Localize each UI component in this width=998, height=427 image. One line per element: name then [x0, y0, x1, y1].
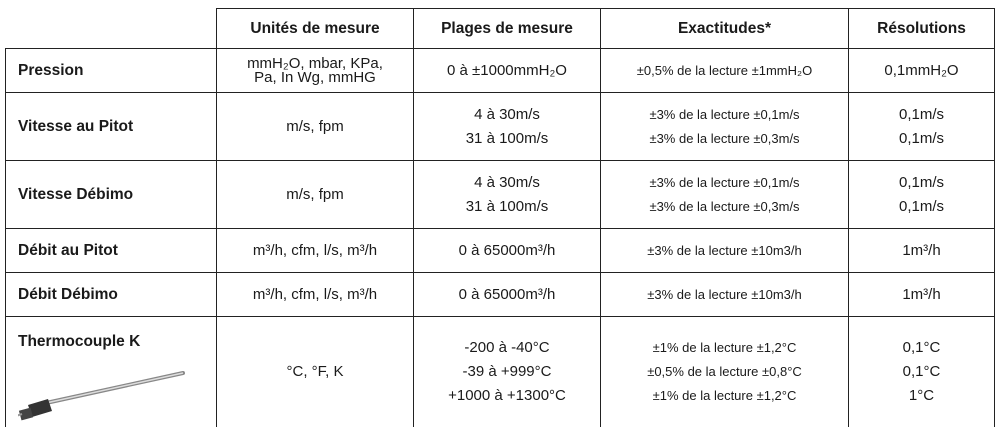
ranges-cell: 0 à ±1000mmH₂O — [414, 49, 601, 93]
ranges-cell: -200 à -40°C-39 à +999°C+1000 à +1300°C — [414, 317, 601, 427]
ranges-cell: 0 à 65000m³/h — [414, 229, 601, 273]
accuracies-text: ±0,5% de la lecture ±0,8°C — [601, 360, 848, 384]
accuracies-text: ±1% de la lecture ±1,2°C — [601, 384, 848, 408]
accuracies-text: ±1% de la lecture ±1,2°C — [601, 336, 848, 360]
row-label: Vitesse Débimo — [6, 161, 217, 229]
accuracies-text: ±3% de la lecture ±10m3/h — [601, 283, 848, 307]
row-label-text: Pression — [18, 62, 83, 79]
accuracies-text: ±3% de la lecture ±10m3/h — [601, 239, 848, 263]
accuracies-cell: ±3% de la lecture ±10m3/h — [601, 229, 849, 273]
units-text: m/s, fpm — [217, 115, 413, 139]
ranges-text: 31 à 100m/s — [414, 195, 600, 219]
row-label-text: Débit Débimo — [18, 286, 118, 303]
resolutions-cell: 1m³/h — [849, 273, 995, 317]
row-label: Débit au Pitot — [6, 229, 217, 273]
ranges-text: 4 à 30m/s — [414, 103, 600, 127]
units-text: Pa, In Wg, mmHG — [217, 71, 413, 85]
row-label: Vitesse au Pitot — [6, 93, 217, 161]
ranges-text: -200 à -40°C — [414, 336, 600, 360]
units-cell: m³/h, cfm, l/s, m³/h — [217, 229, 414, 273]
resolutions-text: 1m³/h — [849, 239, 994, 263]
accuracies-cell: ±3% de la lecture ±0,1m/s±3% de la lectu… — [601, 93, 849, 161]
page: Unités de mesurePlages de mesureExactitu… — [0, 0, 998, 425]
thermocouple-probe-image — [18, 365, 188, 425]
ranges-text: +1000 à +1300°C — [414, 384, 600, 408]
resolutions-text: 0,1°C — [849, 336, 994, 360]
resolutions-text: 0,1°C — [849, 360, 994, 384]
accuracies-cell: ±1% de la lecture ±1,2°C±0,5% de la lect… — [601, 317, 849, 427]
units-cell: °C, °F, K — [217, 317, 414, 427]
resolutions-text: 0,1m/s — [849, 195, 994, 219]
accuracies-text: ±3% de la lecture ±0,3m/s — [601, 127, 848, 151]
units-cell: m/s, fpm — [217, 93, 414, 161]
row-label-text: Vitesse Débimo — [18, 186, 133, 203]
units-cell: m³/h, cfm, l/s, m³/h — [217, 273, 414, 317]
resolutions-text: 0,1m/s — [849, 103, 994, 127]
column-header: Exactitudes* — [601, 9, 849, 49]
accuracies-cell: ±3% de la lecture ±0,1m/s±3% de la lectu… — [601, 161, 849, 229]
ranges-text: 31 à 100m/s — [414, 127, 600, 151]
accuracies-cell: ±3% de la lecture ±10m3/h — [601, 273, 849, 317]
units-text: m/s, fpm — [217, 183, 413, 207]
table-row: Thermocouple K °C, °F, K-200 à -40°C-39 à… — [6, 317, 995, 427]
ranges-text: 0 à 65000m³/h — [414, 239, 600, 263]
accuracies-text: ±3% de la lecture ±0,3m/s — [601, 195, 848, 219]
row-label-text: Thermocouple K — [18, 333, 140, 350]
resolutions-text: 0,1m/s — [849, 127, 994, 151]
ranges-text: 0 à 65000m³/h — [414, 283, 600, 307]
resolutions-text: 1°C — [849, 384, 994, 408]
resolutions-text: 0,1m/s — [849, 171, 994, 195]
accuracies-text: ±0,5% de la lecture ±1mmH₂O — [601, 59, 848, 83]
table-body: Pression mmH₂O, mbar, KPa,Pa, In Wg, mmHG… — [6, 49, 995, 427]
ranges-text: 0 à ±1000mmH₂O — [414, 59, 600, 83]
units-text: m³/h, cfm, l/s, m³/h — [217, 239, 413, 263]
units-text: °C, °F, K — [217, 360, 413, 384]
accuracies-cell: ±0,5% de la lecture ±1mmH₂O — [601, 49, 849, 93]
resolutions-cell: 0,1mmH₂O — [849, 49, 995, 93]
column-header: Résolutions — [849, 9, 995, 49]
ranges-text: -39 à +999°C — [414, 360, 600, 384]
ranges-cell: 0 à 65000m³/h — [414, 273, 601, 317]
table-row: Pression mmH₂O, mbar, KPa,Pa, In Wg, mmHG… — [6, 49, 995, 93]
row-label: Thermocouple K — [6, 317, 217, 427]
resolutions-cell: 1m³/h — [849, 229, 995, 273]
ranges-text: 4 à 30m/s — [414, 171, 600, 195]
resolutions-text: 0,1mmH₂O — [849, 59, 994, 83]
units-cell: mmH₂O, mbar, KPa,Pa, In Wg, mmHG — [217, 49, 414, 93]
row-label: Débit Débimo — [6, 273, 217, 317]
resolutions-text: 1m³/h — [849, 283, 994, 307]
accuracies-text: ±3% de la lecture ±0,1m/s — [601, 171, 848, 195]
blank-cell — [6, 9, 217, 49]
units-text: m³/h, cfm, l/s, m³/h — [217, 283, 413, 307]
column-header: Plages de mesure — [414, 9, 601, 49]
units-cell: m/s, fpm — [217, 161, 414, 229]
accuracies-text: ±3% de la lecture ±0,1m/s — [601, 103, 848, 127]
row-label: Pression — [6, 49, 217, 93]
row-label-text: Débit au Pitot — [18, 242, 118, 259]
column-header: Unités de mesure — [217, 9, 414, 49]
row-label-text: Vitesse au Pitot — [18, 118, 133, 135]
